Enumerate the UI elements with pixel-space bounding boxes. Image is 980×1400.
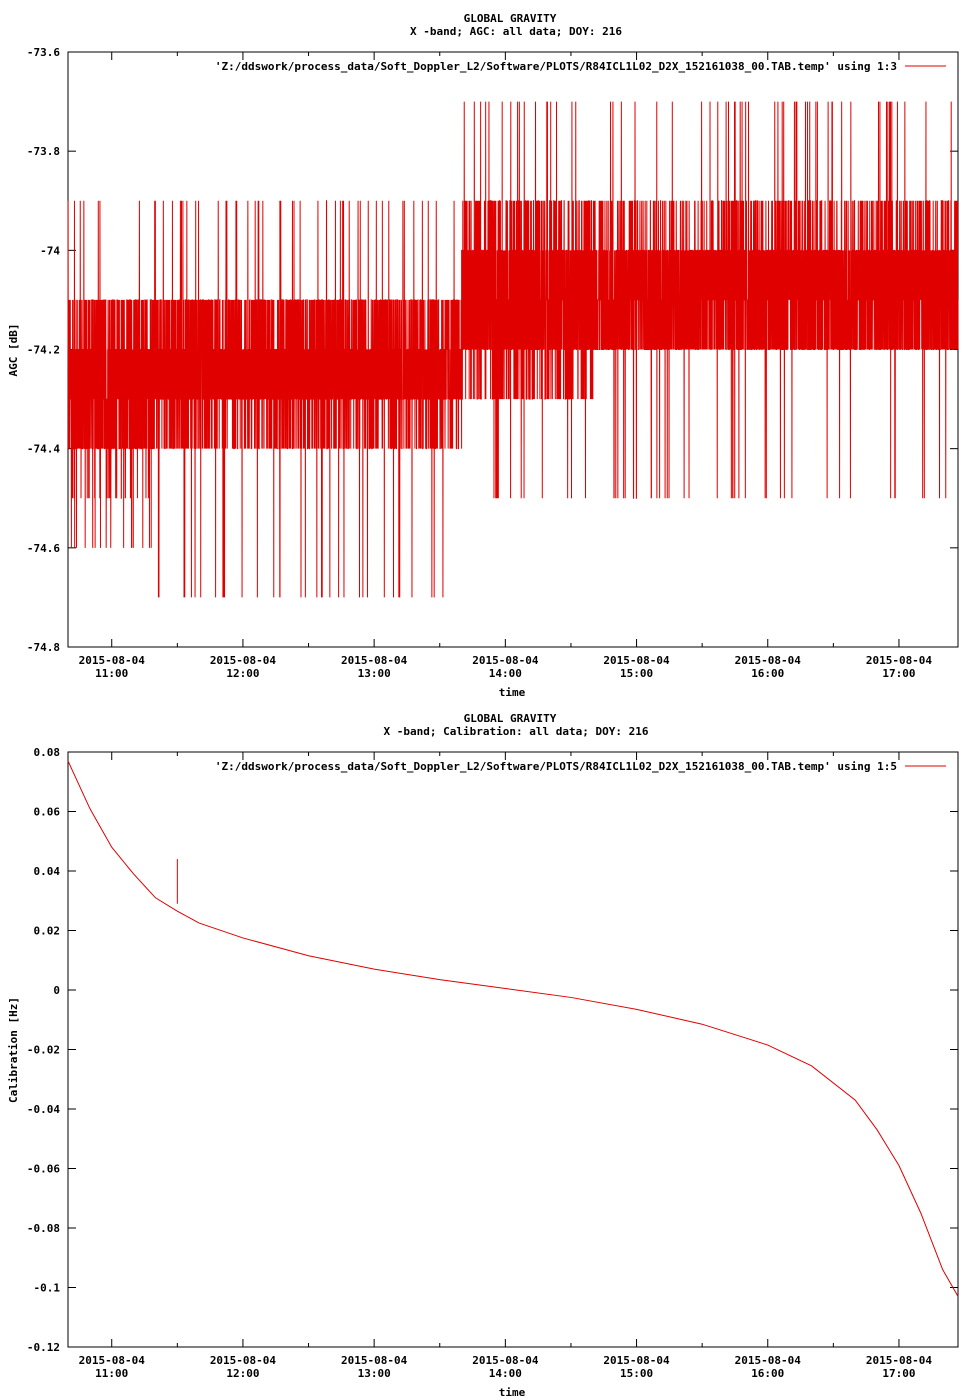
x-tick-time: 14:00	[489, 1367, 522, 1380]
y-tick-label: -74.4	[27, 443, 60, 456]
x-tick-date: 2015-08-04	[79, 654, 146, 667]
chart1-title-line1: GLOBAL GRAVITY	[464, 12, 557, 25]
x-tick-date: 2015-08-04	[735, 1354, 802, 1367]
x-tick-time: 11:00	[95, 1367, 128, 1380]
chart2-series-area	[67, 760, 959, 1297]
chart2-plot-frame	[67, 751, 959, 1348]
x-tick-date: 2015-08-04	[341, 654, 408, 667]
x-tick-time: 16:00	[751, 667, 784, 680]
x-tick-time: 16:00	[751, 1367, 784, 1380]
y-tick-label: 0	[53, 984, 60, 997]
y-tick-label: -0.06	[27, 1163, 60, 1176]
x-tick-date: 2015-08-04	[472, 1354, 539, 1367]
y-tick-label: 0.02	[34, 925, 61, 938]
x-tick-time: 17:00	[882, 667, 915, 680]
x-tick-date: 2015-08-04	[472, 654, 539, 667]
x-tick-time: 14:00	[489, 667, 522, 680]
x-tick-date: 2015-08-04	[79, 1354, 146, 1367]
chart2-series-line	[67, 760, 959, 1297]
y-tick-label: -73.6	[27, 46, 60, 59]
x-tick-time: 12:00	[226, 1367, 259, 1380]
y-tick-label: 0.04	[34, 865, 61, 878]
y-tick-label: -0.02	[27, 1044, 60, 1057]
y-tick-label: -0.1	[34, 1282, 61, 1295]
agc-chart: GLOBAL GRAVITY X -band; AGC: all data; D…	[7, 12, 959, 699]
x-tick-time: 12:00	[226, 667, 259, 680]
chart1-legend-label: 'Z:/ddswork/process_data/Soft_Doppler_L2…	[215, 60, 897, 73]
x-tick-date: 2015-08-04	[341, 1354, 408, 1367]
chart1-series-line	[67, 101, 959, 598]
x-tick-time: 11:00	[95, 667, 128, 680]
y-tick-label: -74	[40, 244, 60, 257]
y-tick-label: -74.6	[27, 542, 60, 555]
calibration-chart: GLOBAL GRAVITY X -band; Calibration: all…	[7, 712, 959, 1399]
y-tick-label: 0.08	[34, 746, 61, 759]
y-tick-label: -0.08	[27, 1222, 60, 1235]
y-tick-label: -0.04	[27, 1103, 60, 1116]
chart2-ylabel: Calibration [Hz]	[7, 997, 20, 1103]
x-tick-time: 13:00	[358, 1367, 391, 1380]
chart2-xlabel: time	[499, 1386, 526, 1399]
x-tick-date: 2015-08-04	[866, 654, 933, 667]
x-tick-time: 13:00	[358, 667, 391, 680]
x-tick-time: 15:00	[620, 667, 653, 680]
chart1-x-axis: 2015-08-0411:002015-08-0412:002015-08-04…	[79, 52, 933, 680]
x-tick-date: 2015-08-04	[210, 1354, 277, 1367]
x-tick-date: 2015-08-04	[210, 654, 277, 667]
y-tick-label: -0.12	[27, 1341, 60, 1354]
chart2-title-line1: GLOBAL GRAVITY	[464, 712, 557, 725]
x-tick-time: 15:00	[620, 1367, 653, 1380]
x-tick-date: 2015-08-04	[866, 1354, 933, 1367]
chart2-title-line2: X -band; Calibration: all data; DOY: 216	[384, 725, 649, 738]
chart1-ylabel: AGC [dB]	[7, 324, 20, 377]
chart1-series-area	[67, 101, 959, 598]
chart2-legend-label: 'Z:/ddswork/process_data/Soft_Doppler_L2…	[215, 760, 897, 773]
y-tick-label: -73.8	[27, 145, 60, 158]
chart2-y-axis: 0.08 0.06 0.04 0.02 0 -0.02 -0.04 -0.06 -0.08 -0.…	[27, 746, 958, 1354]
y-tick-label: -74.8	[27, 641, 60, 654]
x-tick-time: 17:00	[882, 1367, 915, 1380]
x-tick-date: 2015-08-04	[603, 654, 670, 667]
chart1-xlabel: time	[499, 686, 526, 699]
y-tick-label: -74.2	[27, 344, 60, 357]
x-tick-date: 2015-08-04	[603, 1354, 670, 1367]
chart1-title-line2: X -band; AGC: all data; DOY: 216	[410, 25, 622, 38]
y-tick-label: 0.06	[34, 806, 61, 819]
chart2-x-axis: 2015-08-0411:002015-08-0412:002015-08-04…	[79, 752, 933, 1380]
x-tick-date: 2015-08-04	[735, 654, 802, 667]
